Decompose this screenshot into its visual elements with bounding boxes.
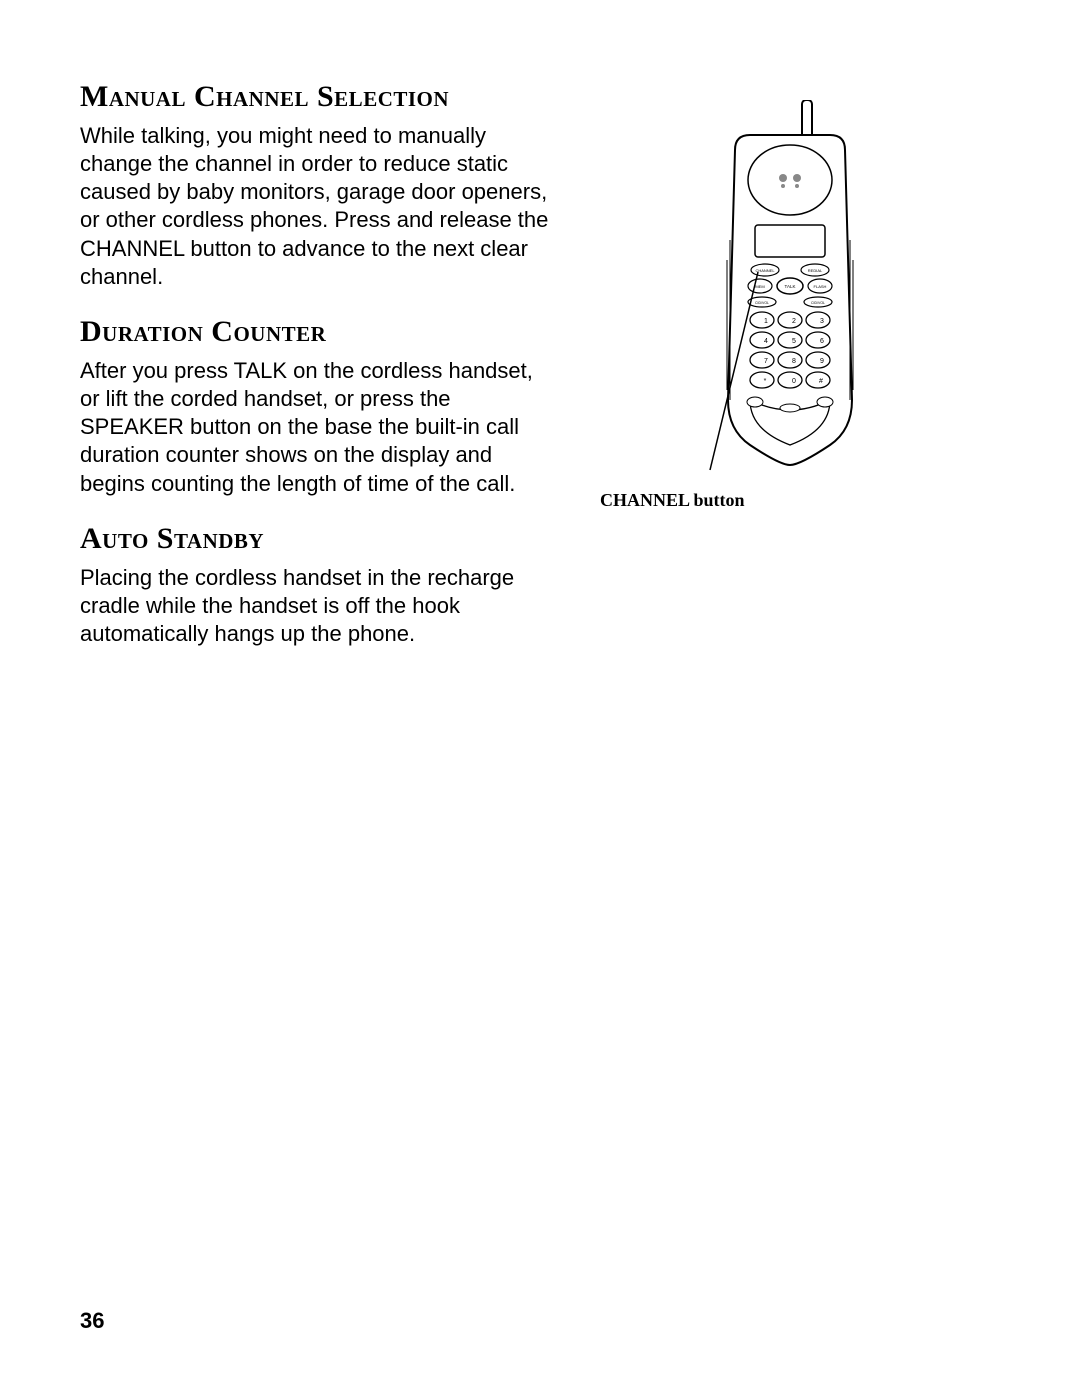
key-7: 7: [764, 358, 768, 365]
heading-auto-standby: Auto Standby: [80, 522, 550, 556]
key-4: 4: [764, 338, 768, 345]
key-talk-label: TALK: [785, 284, 796, 289]
manual-page: Manual Channel Selection While talking, …: [0, 0, 1080, 1374]
key-mem-label: MEM: [755, 284, 764, 289]
key-cidvol-r: CID/VOL: [811, 301, 825, 305]
figure-caption: CHANNEL button: [590, 490, 745, 511]
key-9: 9: [820, 358, 824, 365]
body-duration-counter: After you press TALK on the cordless han…: [80, 357, 550, 498]
key-5: 5: [792, 338, 796, 345]
key-2: 2: [792, 318, 796, 325]
key-flash-label: FLASH: [814, 284, 827, 289]
heading-duration-counter: Duration Counter: [80, 315, 550, 349]
content-row: Manual Channel Selection While talking, …: [80, 80, 1000, 656]
key-redial-label: REDIAL: [808, 268, 823, 273]
key-hash: #: [819, 378, 823, 385]
key-3: 3: [820, 318, 824, 325]
handset-illustration: CHANNEL REDIAL MEM TALK FLASH CID/VOL CI…: [680, 100, 910, 480]
key-star: *: [764, 378, 767, 385]
figure-column: CHANNEL REDIAL MEM TALK FLASH CID/VOL CI…: [550, 80, 1000, 511]
key-1: 1: [764, 318, 768, 325]
heading-manual-channel: Manual Channel Selection: [80, 80, 550, 114]
body-auto-standby: Placing the cordless handset in the rech…: [80, 564, 550, 648]
key-6: 6: [820, 338, 824, 345]
key-0: 0: [792, 378, 796, 385]
key-8: 8: [792, 358, 796, 365]
text-column: Manual Channel Selection While talking, …: [80, 80, 550, 656]
key-cidvol-l: CID/VOL: [755, 301, 769, 305]
page-number: 36: [80, 1308, 104, 1334]
body-manual-channel: While talking, you might need to manuall…: [80, 122, 550, 291]
